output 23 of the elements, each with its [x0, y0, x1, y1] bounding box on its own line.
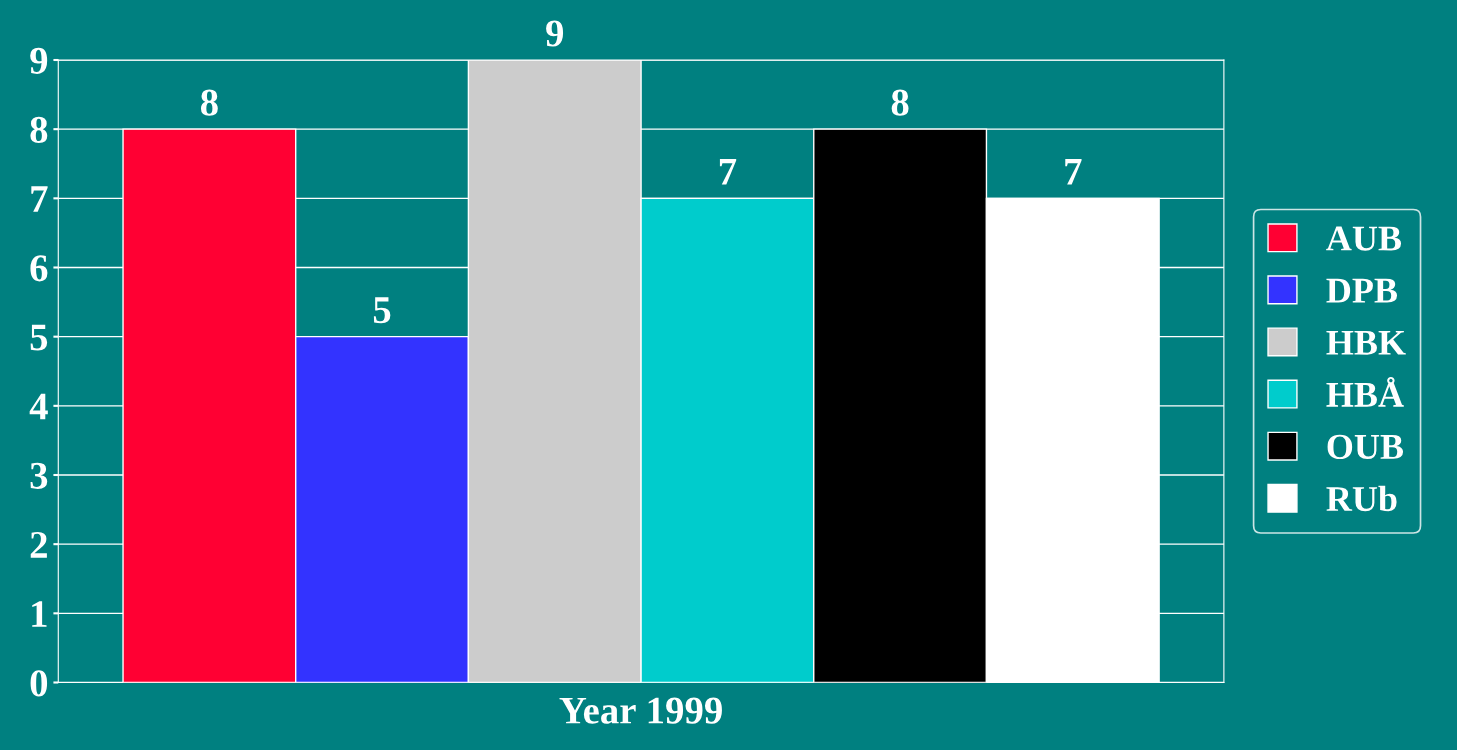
y-tick-label: 6 [30, 255, 48, 282]
data-label: 5 [373, 297, 391, 324]
legend-label: HBK [1326, 330, 1406, 355]
legend-label: DPB [1326, 278, 1398, 303]
y-tick-label: 5 [30, 324, 48, 351]
data-label: 9 [546, 20, 564, 47]
legend-label: AUB [1326, 226, 1402, 251]
y-tick-label: 9 [30, 47, 48, 74]
data-label: 8 [200, 89, 218, 116]
y-tick-label: 1 [32, 601, 47, 627]
data-label: 8 [891, 89, 909, 116]
legend-label: RUb [1326, 485, 1397, 512]
legend-label: OUB [1327, 434, 1404, 460]
y-tick-label: 7 [31, 186, 48, 212]
y-tick-label: 8 [30, 116, 48, 144]
y-tick-label: 2 [30, 531, 47, 558]
legend-label: HBÅ [1326, 376, 1404, 407]
y-tick-label: 0 [30, 670, 48, 697]
y-tick-label: 3 [30, 462, 48, 489]
data-label: 7 [719, 159, 737, 185]
x-tick-label: Year 1999 [559, 697, 722, 724]
data-label: 7 [1065, 159, 1082, 185]
y-tick-label: 4 [29, 393, 48, 420]
